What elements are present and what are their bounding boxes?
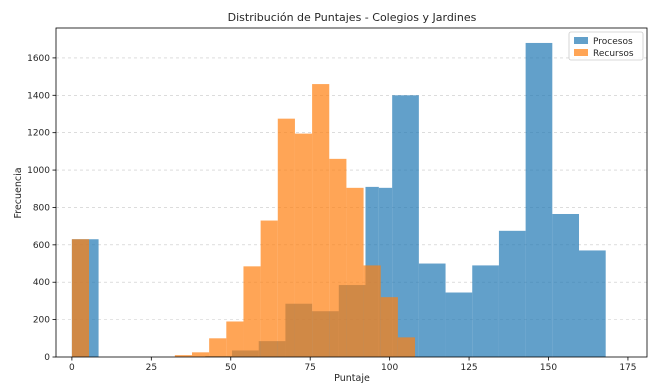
legend-swatch-procesos [574, 37, 588, 44]
x-tick-label: 175 [619, 363, 636, 373]
y-tick-label: 1000 [27, 166, 50, 176]
axis-ticks: 0 25 50 75 100 125 150 175 0 200 400 600 800 1000 1200… [27, 54, 636, 373]
bar-recursos [174, 355, 192, 357]
bar-recursos [191, 352, 210, 357]
x-axis-label: Puntaje [334, 373, 370, 383]
bar-procesos [552, 213, 580, 357]
bar-recursos [397, 337, 416, 357]
bar-recursos [294, 133, 313, 357]
x-tick-label: 125 [460, 363, 477, 373]
y-tick-label: 800 [33, 203, 50, 213]
bar-recursos [277, 118, 295, 358]
x-tick-label: 0 [69, 363, 75, 373]
bar-procesos [418, 263, 446, 357]
bar-recursos [226, 321, 244, 357]
x-tick-label: 100 [381, 363, 398, 373]
bar-recursos [209, 338, 227, 357]
y-tick-label: 400 [33, 278, 50, 288]
y-axis-label: Frecuencia [13, 167, 24, 218]
bar-recursos [260, 220, 278, 357]
bar-recursos [380, 297, 398, 357]
bar-procesos [498, 230, 526, 357]
chart-title: Distribución de Puntajes - Colegios y Ja… [228, 11, 477, 24]
y-tick-label: 600 [33, 241, 50, 251]
x-tick-label: 25 [146, 363, 157, 373]
legend-label-recursos: Recursos [593, 49, 634, 59]
bar-procesos [579, 250, 606, 357]
bar-recursos [329, 158, 347, 357]
x-tick-label: 75 [304, 363, 315, 373]
y-tick-label: 1600 [27, 54, 50, 64]
bar-recursos [243, 266, 261, 357]
y-tick-label: 1400 [27, 91, 50, 101]
x-tick-label: 150 [540, 363, 557, 373]
bar-recursos [363, 265, 381, 357]
legend-swatch-recursos [574, 49, 588, 56]
y-tick-label: 200 [33, 316, 50, 326]
bar-recursos [71, 239, 90, 357]
legend-label-procesos: Procesos [593, 37, 633, 47]
plot-frame [55, 27, 648, 358]
y-tick-label: 0 [44, 353, 50, 363]
legend: Procesos Recursos [568, 31, 644, 61]
bar-recursos [312, 84, 330, 358]
bar-procesos [472, 265, 499, 357]
x-tick-label: 50 [225, 363, 237, 373]
bar-recursos [346, 187, 364, 357]
bars [71, 42, 606, 358]
bar-procesos [525, 42, 553, 358]
bar-procesos [445, 292, 473, 357]
y-tick-label: 1200 [27, 129, 50, 139]
